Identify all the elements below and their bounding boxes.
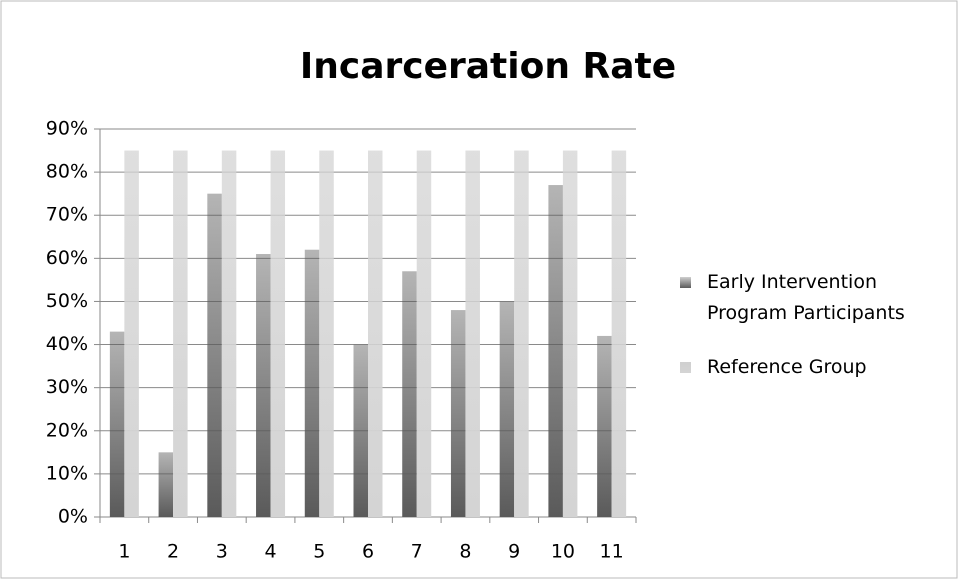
bar: [207, 193, 222, 517]
y-tick-label: 0%: [58, 506, 88, 528]
x-tick-label: 1: [118, 541, 130, 563]
legend-label: Reference Group: [707, 356, 867, 378]
legend-label: Early Intervention Program Participants: [707, 271, 905, 324]
x-tick-label: 8: [459, 541, 471, 563]
y-tick-label: 70%: [46, 204, 88, 226]
y-tick-label: 90%: [46, 118, 88, 140]
bar: [319, 150, 334, 518]
bar: [353, 344, 368, 517]
bar: [465, 150, 480, 518]
bar: [256, 254, 271, 517]
bar: [597, 335, 612, 517]
y-tick-label: 20%: [46, 419, 88, 441]
bar: [368, 150, 383, 518]
legend-swatch: [680, 277, 691, 288]
bar: [562, 150, 578, 518]
bar: [514, 150, 529, 518]
y-tick-label: 40%: [46, 333, 88, 355]
legend-item: Early Intervention Program Participants: [680, 267, 920, 329]
x-tick-label: 10: [551, 541, 575, 563]
bar: [611, 150, 627, 518]
x-tick-label: 5: [313, 541, 325, 563]
y-tick-label: 80%: [46, 161, 88, 183]
y-tick-label: 30%: [46, 376, 88, 398]
x-tick-label: 7: [411, 541, 423, 563]
bar: [270, 150, 286, 518]
bar: [304, 249, 320, 517]
bar: [402, 271, 417, 517]
bar: [109, 331, 125, 517]
bar: [499, 301, 515, 517]
y-tick-label: 50%: [46, 290, 88, 312]
bar: [158, 452, 174, 517]
x-tick-label: 4: [264, 541, 276, 563]
y-tick-label: 60%: [46, 247, 88, 269]
bar: [124, 150, 139, 518]
chart-title: Incarceration Rate: [300, 46, 676, 87]
x-tick-label: 11: [600, 541, 624, 563]
bar: [416, 150, 432, 518]
x-tick-label: 9: [508, 541, 520, 563]
bar: [548, 185, 563, 518]
x-tick-label: 2: [167, 541, 179, 563]
x-tick-label: 6: [362, 541, 374, 563]
bar: [173, 150, 188, 518]
bar: [450, 310, 466, 517]
x-tick-label: 3: [216, 541, 228, 563]
legend-swatch: [680, 362, 691, 373]
legend-item: Reference Group: [680, 352, 920, 383]
bar: [221, 150, 237, 518]
y-tick-label: 10%: [46, 462, 88, 484]
